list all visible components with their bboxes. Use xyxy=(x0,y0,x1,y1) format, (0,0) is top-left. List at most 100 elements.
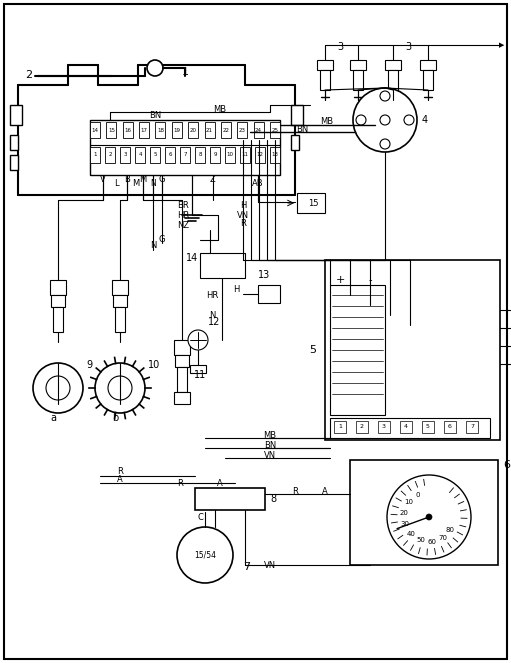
Text: 11: 11 xyxy=(194,370,206,380)
Bar xyxy=(444,421,456,433)
Bar xyxy=(253,122,264,138)
Text: 12: 12 xyxy=(208,317,220,327)
Text: 20: 20 xyxy=(190,127,197,133)
Text: H: H xyxy=(234,286,240,294)
Text: BN: BN xyxy=(296,125,308,133)
Bar xyxy=(139,122,149,138)
Text: R: R xyxy=(240,219,246,227)
Bar xyxy=(388,70,398,90)
Bar xyxy=(378,421,390,433)
Text: 10: 10 xyxy=(148,360,160,370)
Text: MB: MB xyxy=(320,117,334,127)
Text: a: a xyxy=(50,413,56,423)
Bar xyxy=(400,421,412,433)
Text: HR: HR xyxy=(177,210,189,219)
Bar xyxy=(50,280,66,295)
Bar xyxy=(10,135,18,150)
Text: 70: 70 xyxy=(438,535,447,541)
Bar xyxy=(297,193,325,213)
Bar xyxy=(188,122,198,138)
Bar xyxy=(200,253,245,278)
Text: B: B xyxy=(124,176,130,184)
Bar xyxy=(320,70,330,90)
Text: 20: 20 xyxy=(400,510,409,516)
Text: 7: 7 xyxy=(183,152,187,158)
Text: 7: 7 xyxy=(243,562,250,572)
Bar xyxy=(237,122,247,138)
Bar xyxy=(258,285,280,303)
Text: A: A xyxy=(322,487,328,495)
Bar xyxy=(112,280,128,295)
Text: 14: 14 xyxy=(186,253,198,263)
Text: R: R xyxy=(292,487,298,495)
Text: MB: MB xyxy=(264,432,276,440)
Bar xyxy=(113,295,127,307)
Text: 10: 10 xyxy=(404,499,413,505)
Bar xyxy=(90,147,100,163)
Bar xyxy=(270,147,280,163)
Text: 15: 15 xyxy=(308,198,318,208)
Circle shape xyxy=(147,60,163,76)
Bar xyxy=(225,147,235,163)
Text: 1: 1 xyxy=(338,424,342,430)
Bar xyxy=(53,307,63,332)
Text: 6: 6 xyxy=(448,424,452,430)
Text: 4: 4 xyxy=(404,424,408,430)
Bar xyxy=(317,60,333,70)
Text: 5: 5 xyxy=(426,424,430,430)
Text: 11: 11 xyxy=(242,152,248,158)
Text: 24: 24 xyxy=(255,127,262,133)
Text: MB: MB xyxy=(214,105,226,115)
Text: 3: 3 xyxy=(123,152,127,158)
Circle shape xyxy=(426,514,432,520)
Bar xyxy=(180,147,190,163)
Text: 1: 1 xyxy=(93,152,97,158)
Bar xyxy=(221,122,231,138)
Text: 15/54: 15/54 xyxy=(194,550,216,560)
Circle shape xyxy=(404,115,414,125)
Bar xyxy=(175,355,189,367)
Text: N: N xyxy=(209,310,215,320)
Circle shape xyxy=(380,115,390,125)
Text: G: G xyxy=(159,176,165,184)
Bar xyxy=(350,60,366,70)
Text: 0: 0 xyxy=(415,492,420,498)
Text: 16: 16 xyxy=(124,127,131,133)
Bar xyxy=(195,147,205,163)
Bar xyxy=(356,421,368,433)
Text: 1: 1 xyxy=(181,67,189,77)
Bar xyxy=(330,418,490,438)
Text: ▶: ▶ xyxy=(499,42,505,48)
Text: A: A xyxy=(117,475,123,483)
Text: M: M xyxy=(140,176,147,184)
Bar xyxy=(334,421,346,433)
Text: VN: VN xyxy=(264,452,276,461)
Bar xyxy=(240,147,250,163)
Text: NZ: NZ xyxy=(177,221,189,229)
Circle shape xyxy=(188,330,208,350)
Text: 4: 4 xyxy=(422,115,428,125)
Text: 23: 23 xyxy=(239,127,246,133)
Text: AB: AB xyxy=(252,178,264,188)
Bar xyxy=(210,147,220,163)
Text: 2: 2 xyxy=(108,152,112,158)
Bar xyxy=(385,60,401,70)
Text: 2: 2 xyxy=(360,424,364,430)
Bar xyxy=(350,460,498,565)
Circle shape xyxy=(33,363,83,413)
Text: 14: 14 xyxy=(91,127,99,133)
Text: BR: BR xyxy=(177,200,189,210)
Text: 6: 6 xyxy=(503,460,510,470)
Bar xyxy=(106,122,117,138)
Bar xyxy=(195,488,265,510)
Bar xyxy=(150,147,160,163)
Bar xyxy=(155,122,166,138)
Text: Z: Z xyxy=(210,176,216,184)
Text: 17: 17 xyxy=(141,127,148,133)
Text: G: G xyxy=(159,235,165,245)
Text: N: N xyxy=(150,178,156,188)
Text: BN: BN xyxy=(264,442,276,450)
Text: +: + xyxy=(335,275,345,285)
Text: 25: 25 xyxy=(271,127,278,133)
Bar xyxy=(135,147,145,163)
